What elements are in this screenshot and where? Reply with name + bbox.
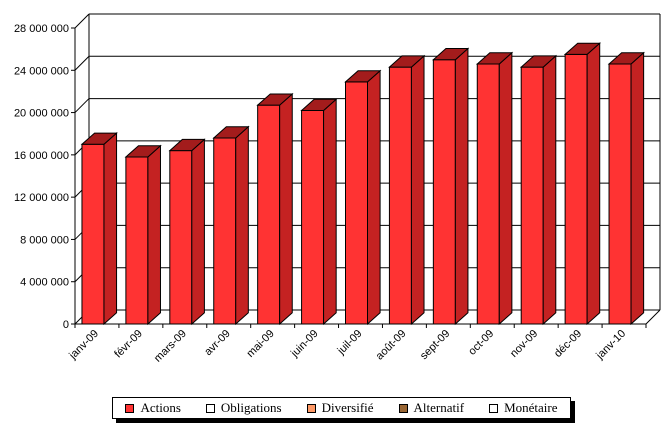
legend-label: Alternatif <box>413 400 465 415</box>
bar <box>301 109 325 325</box>
y-tick-label: 0 <box>63 319 69 331</box>
bar-side <box>279 92 293 326</box>
x-tick-label: juin-09 <box>288 328 321 361</box>
legend-item: Obligations <box>205 400 282 416</box>
bar-top <box>124 145 162 158</box>
bar <box>564 53 588 325</box>
floor-right-edge <box>645 309 661 325</box>
bar <box>608 63 632 325</box>
bar-top <box>300 98 338 111</box>
x-tick-label: avr-09 <box>202 328 233 359</box>
bar <box>432 59 456 325</box>
legend-label: Monétaire <box>504 400 558 415</box>
y-tick-label: 28 000 000 <box>14 23 69 35</box>
bar-top <box>432 48 470 61</box>
x-tick-label: sept-09 <box>418 328 452 362</box>
legend-item: Diversifié <box>306 400 374 416</box>
bar-side <box>323 98 337 326</box>
bar <box>213 137 237 325</box>
bar <box>257 104 281 325</box>
y-tick-label: 24 000 000 <box>14 65 69 77</box>
y-tick-label: 16 000 000 <box>14 150 69 162</box>
legend-label: Actions <box>140 400 181 415</box>
bar-side <box>367 69 381 326</box>
bar <box>125 156 149 325</box>
legend-item: Alternatif <box>398 400 465 416</box>
bar-side <box>147 144 161 326</box>
bar <box>81 143 105 325</box>
x-tick-label: nov-09 <box>508 328 540 360</box>
bar-side <box>410 54 425 326</box>
x-tick-label: févr-09 <box>112 328 145 361</box>
gridline-depth <box>74 98 90 113</box>
bar-top <box>607 52 645 65</box>
legend: Actions Obligations Diversifié Alternatif Mo… <box>112 397 571 419</box>
bar-side <box>586 42 601 326</box>
bar-top <box>519 55 558 68</box>
legend-swatch <box>125 403 135 413</box>
bar-top <box>168 138 206 152</box>
legend-swatch <box>489 403 499 413</box>
x-tick-label: janv-09 <box>66 328 101 363</box>
x-tick-label: oct-09 <box>466 328 496 358</box>
bar-top <box>80 132 118 145</box>
bar-side <box>191 138 205 326</box>
legend-label: Obligations <box>220 400 282 415</box>
bar <box>169 150 193 325</box>
x-tick-label: mai-09 <box>245 328 277 360</box>
bar-side <box>542 54 557 326</box>
bar-top <box>388 55 426 68</box>
gridline-depth <box>74 55 90 71</box>
y-tick-label: 20 000 000 <box>14 108 69 120</box>
y-tick-label: 4 000 000 <box>20 277 69 289</box>
bar <box>520 66 544 325</box>
bar-side <box>630 51 645 326</box>
bar-side <box>235 125 249 326</box>
bar-side <box>103 131 118 326</box>
gridline-depth <box>74 13 90 29</box>
x-tick-label: mars-09 <box>152 328 189 365</box>
bar <box>476 63 500 325</box>
x-tick-label: juil-09 <box>335 328 365 358</box>
bar-top <box>475 52 514 65</box>
x-tick-label: déc-09 <box>552 328 584 360</box>
bar-top <box>256 93 294 106</box>
legend-item: Monétaire <box>489 400 558 416</box>
legend-label: Diversifié <box>321 400 374 415</box>
bar-top <box>212 126 250 139</box>
bar-side <box>454 47 469 326</box>
bar-top <box>563 42 602 55</box>
legend-swatch <box>205 403 215 413</box>
x-tick-label: août-09 <box>374 328 409 363</box>
bar <box>388 66 412 325</box>
bar-side <box>498 51 513 326</box>
x-tick-label: janv-10 <box>593 328 628 363</box>
bar-top <box>344 70 382 83</box>
bar <box>345 81 368 325</box>
y-tick-label: 8 000 000 <box>20 234 69 246</box>
legend-item: Actions <box>125 400 181 416</box>
y-tick-label: 12 000 000 <box>14 192 69 204</box>
legend-swatch <box>398 403 408 413</box>
legend-swatch <box>306 403 316 413</box>
